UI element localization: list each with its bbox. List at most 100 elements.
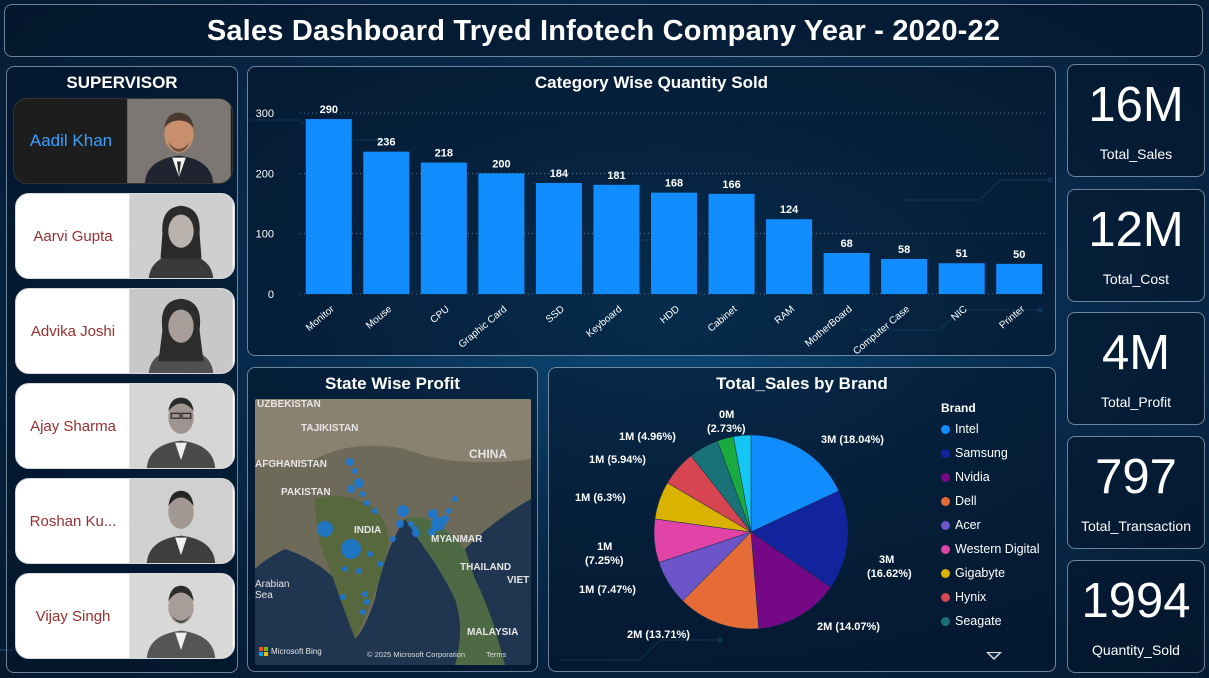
state-profit-map-panel: State Wise Profit UZBEKISTAN TA xyxy=(247,367,538,672)
kpi-value: 12M xyxy=(1088,203,1184,257)
map-label-uzbekistan: UZBEKISTAN xyxy=(257,399,321,410)
bar-value-label: 218 xyxy=(435,147,453,159)
bar[interactable] xyxy=(996,263,1043,294)
map-label-india: INDIA xyxy=(354,525,382,536)
pie-data-label: (2.73%) xyxy=(707,423,746,435)
bar-value-label: 50 xyxy=(1013,249,1025,261)
bar[interactable] xyxy=(305,119,352,294)
bar[interactable] xyxy=(593,184,640,294)
bar[interactable] xyxy=(823,252,870,294)
bar-value-label: 200 xyxy=(492,158,510,170)
supervisor-card-aarvi-gupta[interactable]: Aarvi Gupta xyxy=(15,193,235,279)
supervisor-card-advika-joshi[interactable]: Advika Joshi xyxy=(15,288,235,374)
supervisor-heading: SUPERVISOR xyxy=(66,73,178,92)
map-attribution: © 2025 Microsoft Corporation xyxy=(367,650,466,659)
map-view[interactable]: UZBEKISTAN TAJIKISTAN AFGHANISTAN PAKIST… xyxy=(255,399,531,665)
supervisor-card-roshan-kumar[interactable]: Roshan Ku... xyxy=(15,478,235,564)
pie-data-label: 1M (4.96%) xyxy=(619,431,676,443)
pie-slice[interactable] xyxy=(682,531,760,630)
legend-marker xyxy=(941,496,950,506)
legend-marker xyxy=(941,472,950,482)
bar[interactable] xyxy=(363,151,410,294)
kpi-value: 797 xyxy=(1095,450,1177,504)
supervisor-photo xyxy=(129,194,233,278)
kpi-value: 16M xyxy=(1088,78,1184,132)
x-tick-label: RAM xyxy=(773,304,797,327)
legend-item[interactable]: Western Digital xyxy=(941,542,1040,556)
pie-slice[interactable] xyxy=(750,434,840,533)
dashboard-title: Sales Dashboard Tryed Infotech Company Y… xyxy=(206,15,1001,47)
x-tick-label: NIC xyxy=(949,304,969,324)
bar[interactable] xyxy=(478,173,525,294)
legend-marker xyxy=(941,616,950,626)
x-tick-label: Mouse xyxy=(364,304,394,332)
legend-item[interactable]: Gigabyte xyxy=(941,566,1005,580)
bar-value-label: 124 xyxy=(780,204,799,216)
x-tick-label: CPU xyxy=(429,304,452,326)
x-tick-label: Cabinet xyxy=(706,304,740,335)
supervisor-card-vijay-singh[interactable]: Vijay Singh xyxy=(15,573,235,659)
map-label-china: CHINA xyxy=(469,447,507,461)
bar-value-label: 166 xyxy=(722,179,740,191)
map-label-tajikistan: TAJIKISTAN xyxy=(301,423,359,434)
kpi-card-total-cost: 12M Total_Cost xyxy=(1067,189,1205,302)
legend-item[interactable]: Samsung xyxy=(941,446,1008,460)
legend-label: Acer xyxy=(955,518,981,532)
legend-label: Seagate xyxy=(955,614,1002,628)
map-label-pakistan: PAKISTAN xyxy=(281,487,331,498)
bar-value-label: 58 xyxy=(898,244,910,256)
pie-slice[interactable] xyxy=(733,434,752,533)
map-title: State Wise Profit xyxy=(325,374,460,393)
supervisor-name: Aadil Khan xyxy=(29,131,113,150)
x-tick-label: Graphic Card xyxy=(457,304,510,351)
y-tick-label: 300 xyxy=(256,108,274,120)
kpi-value: 4M xyxy=(1101,326,1171,380)
bar[interactable] xyxy=(766,219,813,294)
brand-sales-pie-panel: Total_Sales by Brand 3M (18.04%) 3M (16.62… xyxy=(548,367,1056,672)
pie-title: Total_Sales by Brand xyxy=(716,374,888,393)
pie-slice[interactable] xyxy=(750,531,832,629)
y-tick-label: 0 xyxy=(268,289,274,301)
supervisor-card-aadil-khan[interactable]: Aadil Khan xyxy=(13,98,233,184)
bar[interactable] xyxy=(535,183,582,294)
legend-item[interactable]: Hynix xyxy=(941,590,986,604)
legend-item[interactable]: Dell xyxy=(941,494,977,508)
legend-marker xyxy=(941,544,950,554)
legend-item[interactable]: Seagate xyxy=(941,614,1002,628)
bar[interactable] xyxy=(650,192,698,294)
supervisor-card-ajay-sharma[interactable]: Ajay Sharma xyxy=(15,383,235,469)
pie-data-label: 1M (6.3%) xyxy=(575,492,626,504)
legend-label: Hynix xyxy=(955,590,987,604)
pie-data-label: 2M (14.07%) xyxy=(817,621,880,633)
bar[interactable] xyxy=(938,263,985,294)
bar-value-label: 290 xyxy=(320,104,338,116)
kpi-label: Quantity_Sold xyxy=(1092,642,1180,658)
bar[interactable] xyxy=(881,259,928,294)
map-label-malaysia: MALAYSIA xyxy=(467,627,519,638)
kpi-label: Total_Profit xyxy=(1100,394,1172,410)
bar-value-label: 236 xyxy=(377,137,395,149)
kpi-card-quantity-sold: 1994 Quantity_Sold xyxy=(1067,560,1205,673)
x-tick-label: SSD xyxy=(544,304,567,326)
x-tick-label: Keyboard xyxy=(585,304,625,340)
category-chart-title: Category Wise Quantity Sold xyxy=(534,73,769,92)
y-tick-label: 200 xyxy=(256,168,274,180)
legend-marker xyxy=(941,424,950,434)
x-tick-label: MotherBoard xyxy=(803,304,854,350)
pie-slice[interactable] xyxy=(750,490,849,588)
bar[interactable] xyxy=(420,162,467,294)
supervisor-name: Roshan Ku... xyxy=(29,512,117,530)
map-label-viet: VIET xyxy=(507,575,530,586)
legend-scroll-down-icon[interactable] xyxy=(986,652,1002,660)
map-terms-link[interactable]: Terms xyxy=(486,650,507,659)
legend-label: Gigabyte xyxy=(955,566,1006,580)
brand-pie-chart: 3M (18.04%) 3M (16.62%) 2M (14.07%) 2M (13.7… xyxy=(575,409,912,641)
legend-item[interactable]: Nvidia xyxy=(941,470,990,484)
supervisor-photo xyxy=(129,289,233,373)
bing-icon xyxy=(259,647,268,656)
map-label-arabian-sea: Arabian Sea xyxy=(255,579,290,601)
legend-item[interactable]: Intel xyxy=(941,422,979,436)
bar[interactable] xyxy=(708,193,755,294)
x-tick-label: HDD xyxy=(658,304,682,326)
legend-item[interactable]: Acer xyxy=(941,518,981,532)
